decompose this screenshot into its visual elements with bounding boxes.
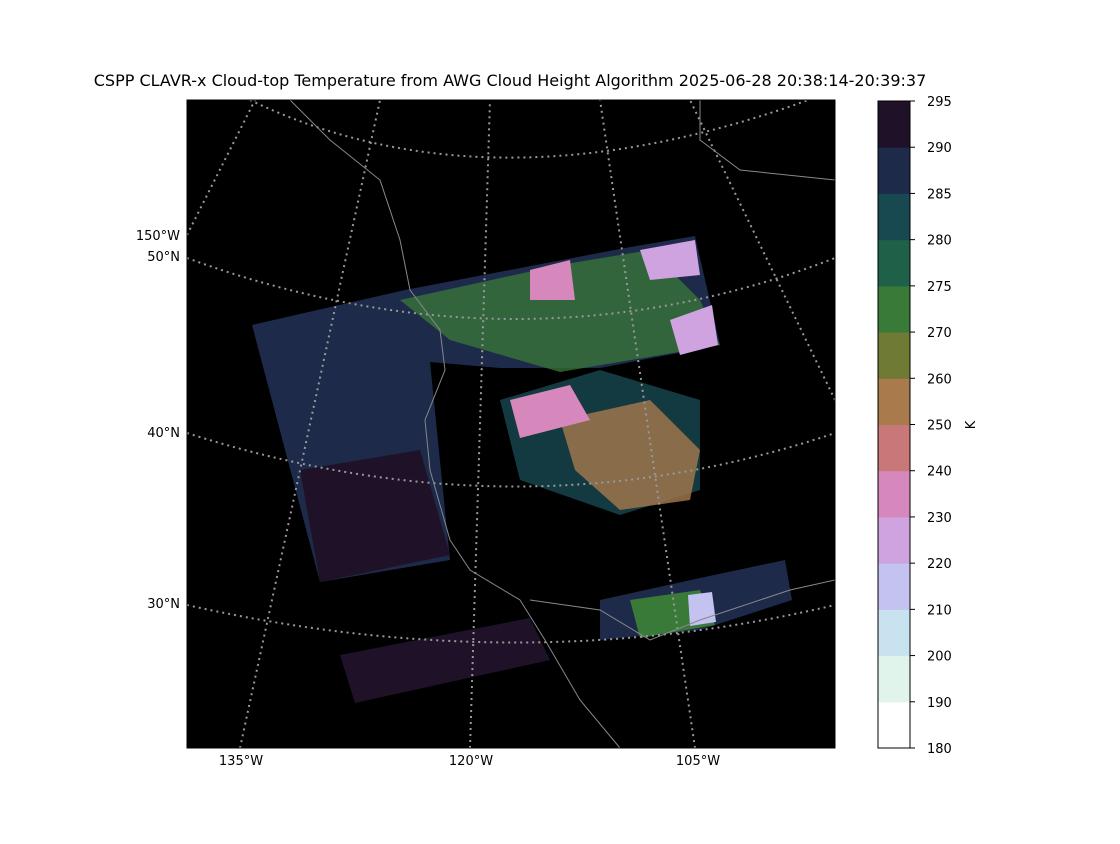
colorbar-tick-label: 220 (927, 557, 952, 572)
cloud-ice (688, 592, 716, 626)
colorbar: 180 190 200 210 220 230 240 250 260 270 275 280 285 2… (877, 95, 952, 757)
lon-label: 135°W (219, 754, 263, 769)
colorbar-bin (878, 101, 910, 148)
graticule (187, 100, 835, 748)
lon-label: 120°W (449, 754, 493, 769)
colorbar-tick-label: 180 (927, 742, 952, 757)
lon-label: 105°W (676, 754, 720, 769)
colorbar-tick-label: 260 (927, 372, 952, 387)
cloud-pink (640, 240, 700, 280)
colorbar-tick-label: 230 (927, 511, 952, 526)
colorbar-bin (878, 470, 910, 518)
colorbar-bin (878, 516, 910, 564)
cloud-pink (530, 260, 575, 300)
cloud-pink (670, 305, 718, 355)
cloud-pink (510, 385, 590, 438)
colorbar-tick-label: 290 (927, 141, 952, 156)
colorbar-bin (878, 147, 910, 194)
colorbar-tick-label: 280 (927, 234, 952, 249)
colorbar-bin (878, 655, 910, 703)
lon-label: 150°W (136, 229, 180, 244)
map: 150°W 50°N 40°N 30°N 135°W 120°W 105°W (136, 99, 836, 769)
colorbar-bin (878, 609, 910, 657)
colorbar-tick-label: 275 (927, 280, 952, 295)
colorbar-tick-label: 250 (927, 419, 952, 434)
lat-label: 40°N (147, 426, 180, 441)
colorbar-bin (878, 424, 910, 472)
coastline (289, 100, 835, 748)
swath-warm (300, 450, 450, 582)
colorbar-tick-label: 270 (927, 326, 952, 341)
colorbar-tick-label: 240 (927, 465, 952, 480)
colorbar-bin (878, 285, 910, 333)
cloud-green (400, 250, 720, 372)
colorbar-tick-label: 285 (927, 187, 952, 202)
colorbar-bin (878, 563, 910, 610)
colorbar-tick-label: 295 (927, 95, 952, 110)
swath (340, 618, 550, 703)
colorbar-bin (878, 378, 910, 425)
map-frame (186, 99, 836, 749)
cloud-brown (560, 400, 700, 510)
colorbar-bin (878, 701, 910, 749)
lat-label: 50°N (147, 250, 180, 265)
colorbar-bin (878, 193, 910, 241)
lat-label: 30°N (147, 597, 180, 612)
colorbar-tick-label: 210 (927, 603, 952, 618)
colorbar-bin (878, 239, 910, 287)
colorbar-label: K (964, 420, 979, 429)
colorbar-tick-label: 190 (927, 696, 952, 711)
colorbar-bin (878, 332, 910, 379)
colorbar-tick-label: 200 (927, 650, 952, 665)
title: CSPP CLAVR-x Cloud-top Temperature from … (94, 71, 927, 90)
